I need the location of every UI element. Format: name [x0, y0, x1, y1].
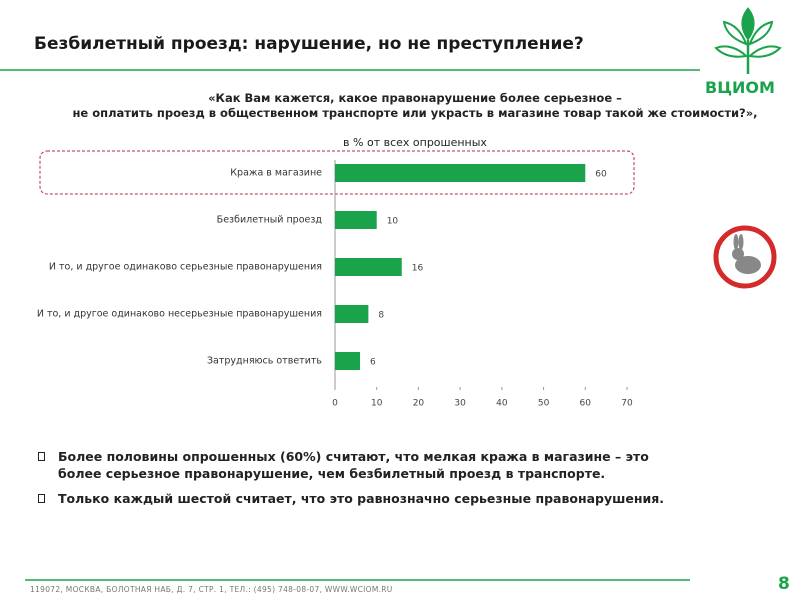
bullet: Только каждый шестой считает, что это ра…	[36, 490, 696, 507]
x-tick-label: 40	[496, 399, 508, 409]
bar	[335, 258, 402, 276]
bar	[335, 211, 377, 229]
footer: 119072, МОСКВА, БОЛОТНАЯ НАБ, Д. 7, СТР.…	[30, 585, 393, 594]
logo-text: ВЦИОМ	[705, 78, 775, 97]
no-rabbit-icon	[713, 225, 777, 289]
bar	[335, 164, 586, 182]
x-tick-label: 60	[580, 399, 592, 409]
category-label: Затрудняюсь ответить	[206, 355, 322, 367]
logo-icon	[714, 7, 782, 74]
bullet: Более половины опрошенных (60%) считают,…	[36, 448, 696, 482]
category-label: Кража в магазине	[230, 167, 322, 179]
slide-title: Безбилетный проезд: нарушение, но не пре…	[34, 34, 584, 54]
highlight-frame	[39, 150, 635, 195]
chart-title: «Как Вам кажется, какое правонарушение б…	[72, 91, 758, 120]
x-tick-label: 20	[413, 399, 425, 409]
bar	[335, 352, 361, 370]
bullet-list: Более половины опрошенных (60%) считают,…	[36, 448, 696, 515]
x-tick-label: 50	[538, 399, 550, 409]
x-tick-label: 10	[371, 399, 383, 409]
value-label: 8	[378, 311, 384, 321]
x-tick-label: 30	[454, 399, 466, 409]
x-tick-label: 0	[332, 399, 338, 409]
category-label: И то, и другое одинаково серьезные право…	[48, 261, 322, 273]
value-label: 10	[387, 217, 399, 227]
category-label: И то, и другое одинаково несерьезные пра…	[36, 308, 322, 320]
bar	[335, 305, 369, 323]
page-number: 8	[778, 574, 790, 594]
value-label: 6	[370, 358, 376, 368]
value-label: 16	[412, 264, 424, 274]
chart-subtitle: в % от всех опрошенных	[343, 136, 487, 149]
category-label: Безбилетный проезд	[216, 214, 322, 226]
value-label: 60	[595, 170, 607, 180]
x-tick-label: 70	[621, 399, 633, 409]
